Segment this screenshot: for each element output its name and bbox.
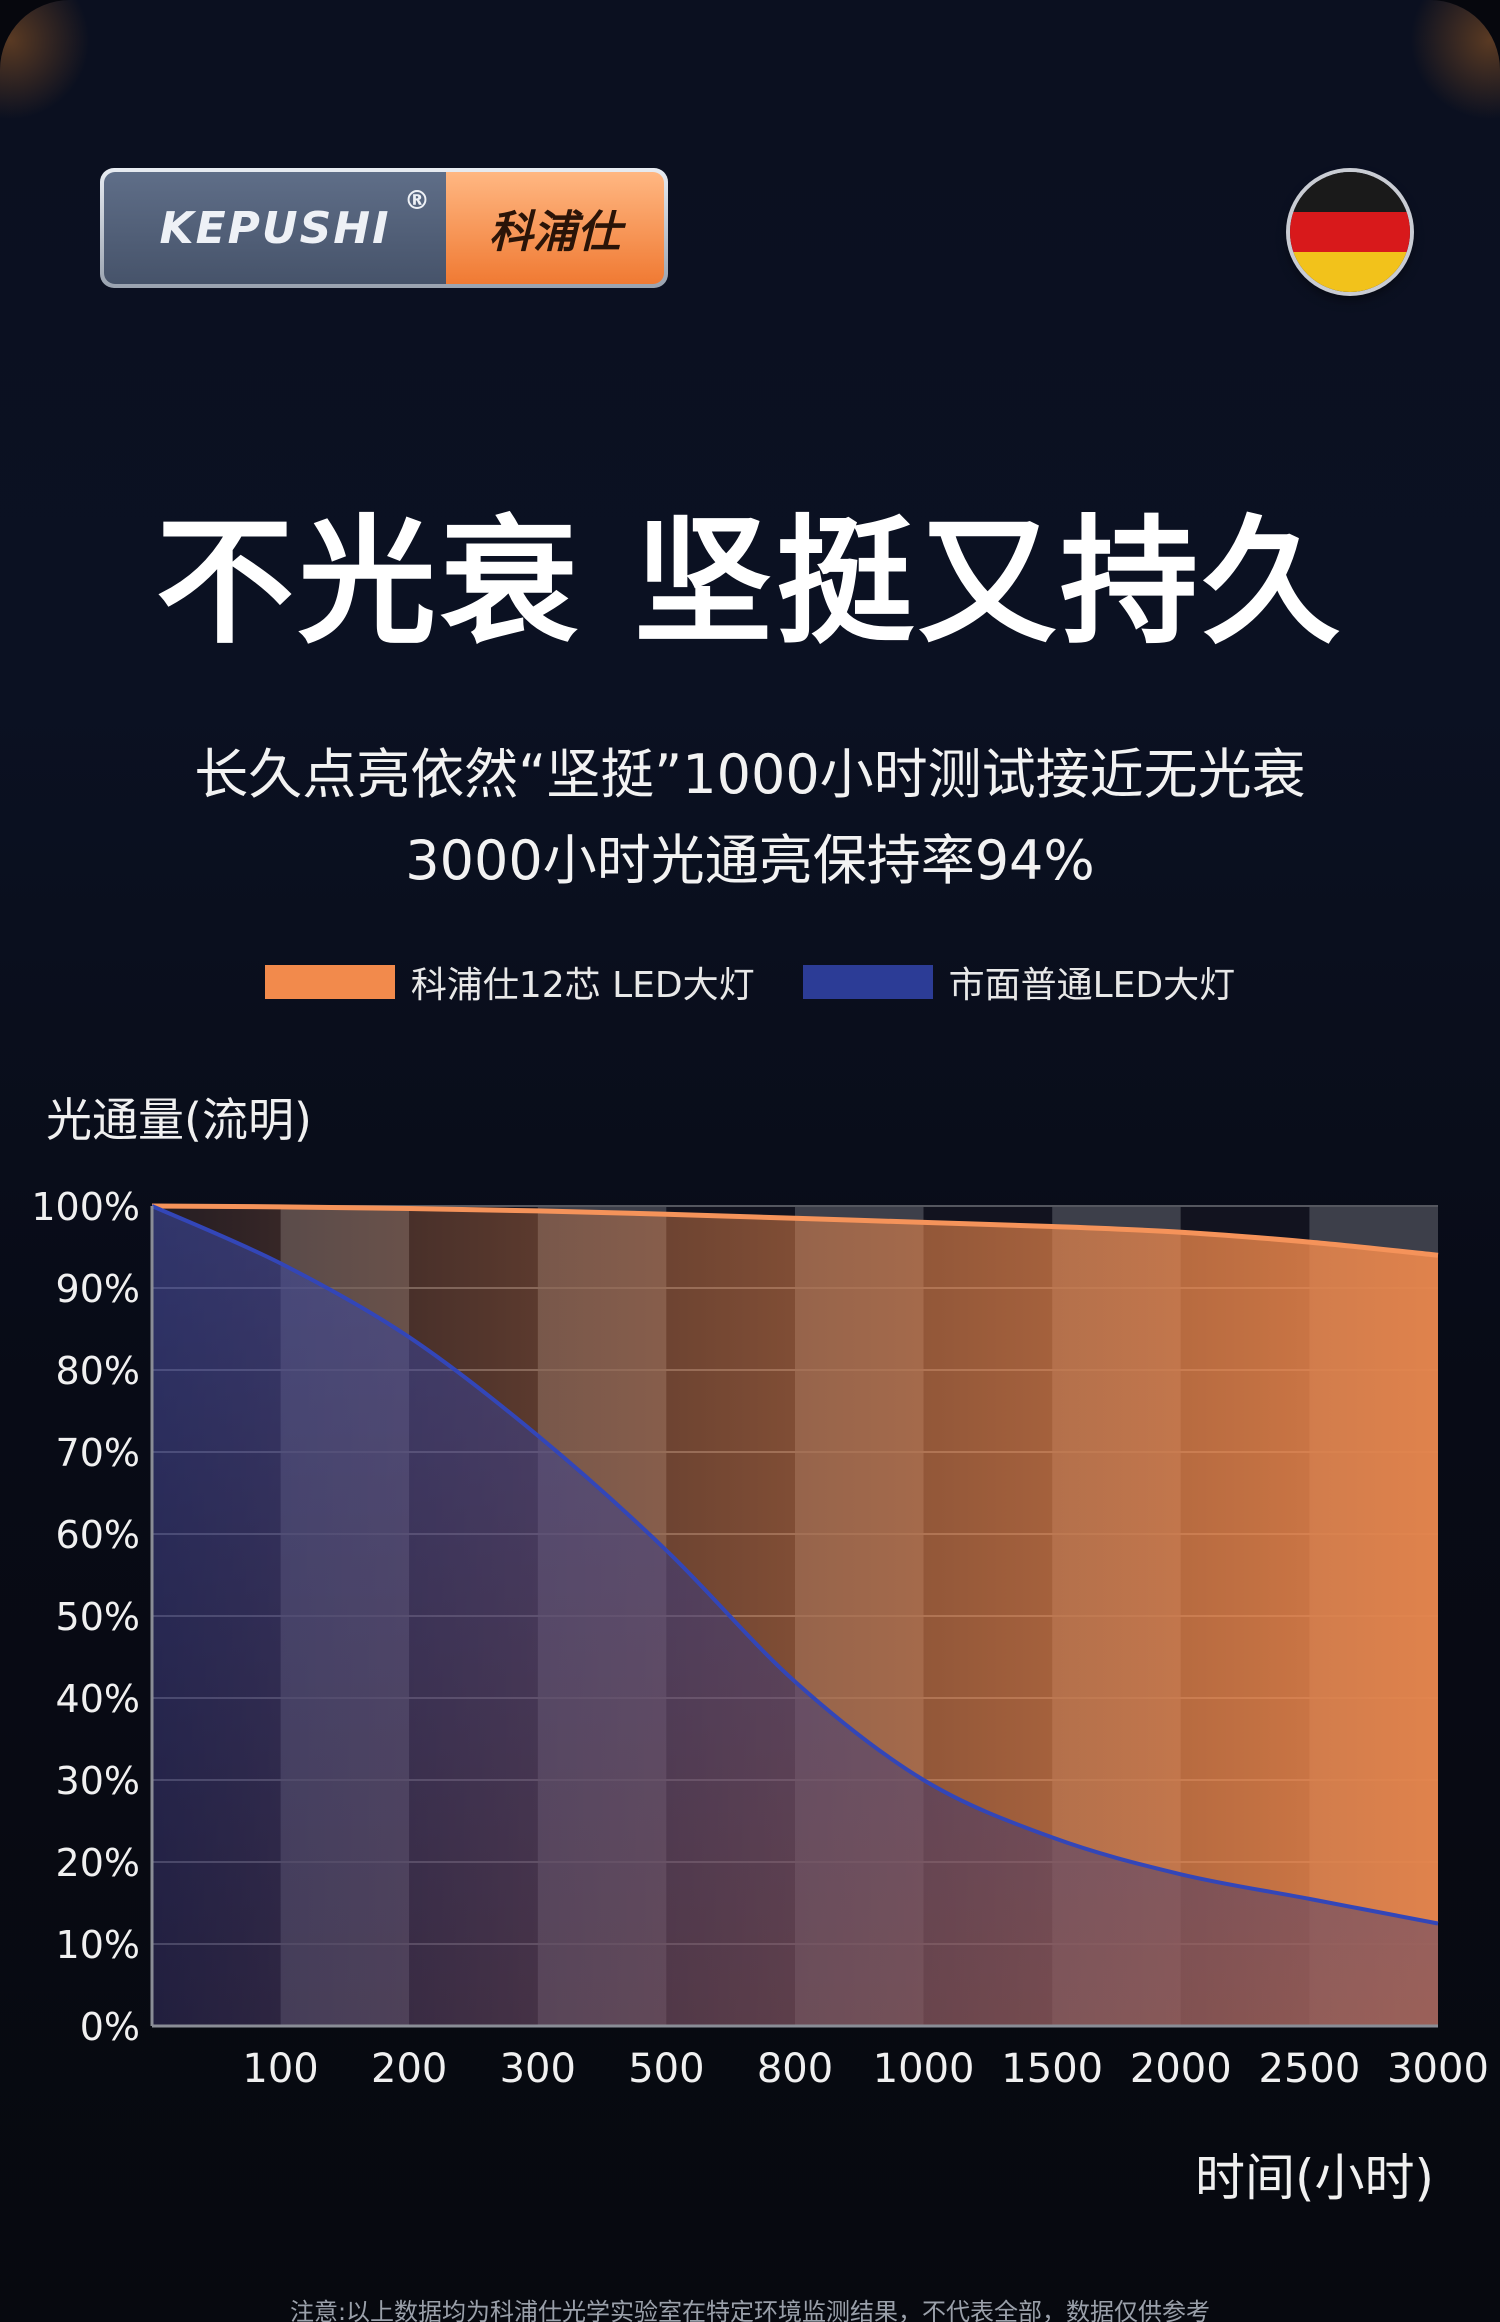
chart-legend: 科浦仕12芯 LED大灯 市面普通LED大灯 (0, 956, 1500, 1008)
flag-stripe-red (1290, 212, 1410, 252)
logo-registered-mark: ® (404, 186, 432, 216)
y-tick-label: 0% (80, 2005, 140, 2049)
x-tick-label: 300 (500, 2046, 576, 2092)
subline-1: 长久点亮依然“坚挺”1000小时测试接近无光衰 (194, 743, 1306, 806)
y-tick-label: 100% (31, 1185, 140, 1229)
legend-label-kepushi: 科浦仕12芯 LED大灯 (410, 965, 755, 1006)
y-tick-label: 30% (56, 1759, 140, 1803)
x-tick-label: 1000 (873, 2046, 975, 2092)
y-tick-label: 90% (56, 1267, 140, 1311)
subline-2: 3000小时光通亮保持率94% (405, 829, 1095, 892)
y-tick-label: 10% (56, 1923, 140, 1967)
x-tick-label: 800 (757, 2046, 833, 2092)
legend-swatch-kepushi (264, 965, 395, 999)
x-tick-label: 500 (628, 2046, 704, 2092)
y-axis-label: 光通量(流明) (46, 1093, 312, 1147)
y-tick-label: 80% (56, 1349, 140, 1393)
series-area-generic (152, 1206, 1438, 2026)
legend-label-generic: 市面普通LED大灯 (948, 965, 1236, 1006)
legend-item-generic: 市面普通LED大灯 (802, 956, 1236, 1008)
x-axis-label: 时间(小时) (1194, 2149, 1434, 2207)
series-line-kepushi (151, 1203, 1439, 1258)
logo-cn-text: 科浦仕 (489, 207, 621, 258)
y-tick-label: 50% (56, 1595, 140, 1639)
logo-en-panel: KEPUSHI ® (104, 172, 446, 284)
y-tick-label: 60% (56, 1513, 140, 1557)
logo-cn-panel: 科浦仕 (446, 172, 664, 284)
footnote: 注意:以上数据均为科浦仕光学实验室在特定环境监测结果，不代表全部，数据仅供参考 (289, 2298, 1211, 2322)
headline: 不光衰 坚挺又持久 (155, 502, 1345, 663)
legend-swatch-generic (802, 965, 933, 999)
brand-logo: KEPUSHI ® 科浦仕 (100, 168, 668, 288)
x-tick-label: 100 (242, 2046, 318, 2092)
x-tick-label: 200 (371, 2046, 447, 2092)
logo-en-text: KEPUSHI (159, 202, 391, 254)
x-tick-label: 2500 (1259, 2046, 1361, 2092)
series-line-generic (151, 1204, 1439, 1926)
x-tick-label: 3000 (1387, 2046, 1489, 2092)
x-tick-label: 2000 (1130, 2046, 1232, 2092)
y-tick-label: 20% (56, 1841, 140, 1885)
y-tick-label: 70% (56, 1431, 140, 1475)
legend-item-kepushi: 科浦仕12芯 LED大灯 (264, 956, 755, 1008)
y-tick-label: 40% (56, 1677, 140, 1721)
x-tick-label: 1500 (1001, 2046, 1103, 2092)
